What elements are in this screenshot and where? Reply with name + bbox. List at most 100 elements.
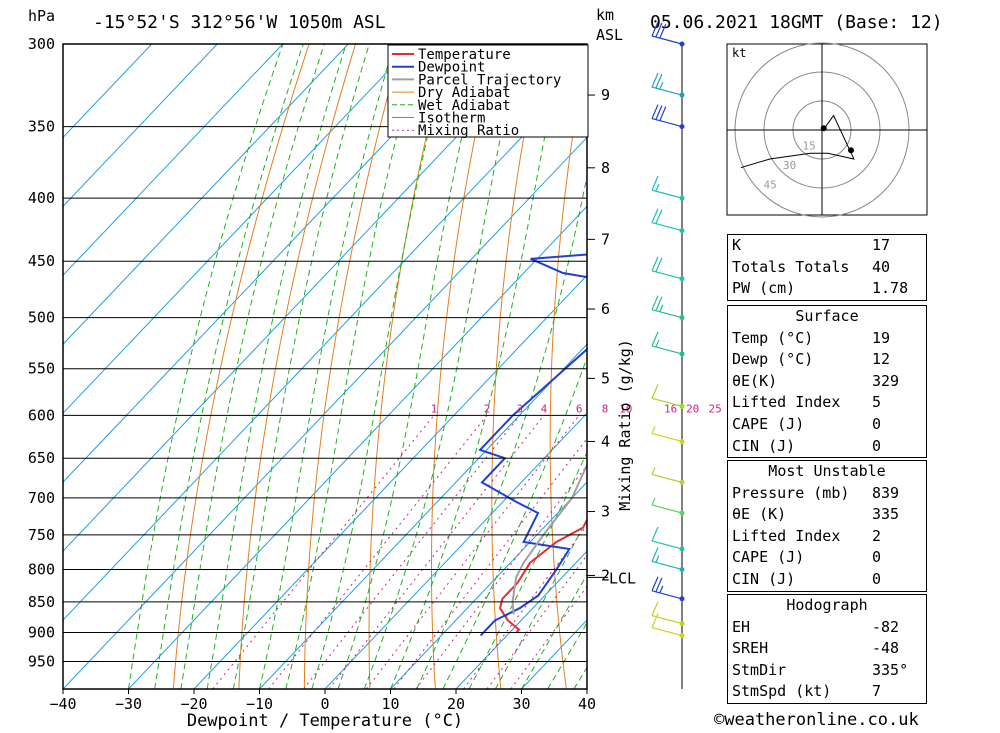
most-unstable-title: Most Unstable: [768, 462, 886, 480]
table-row-value: -82: [872, 617, 900, 636]
barb-staff: [651, 397, 683, 407]
table-row-value: 0: [872, 569, 882, 588]
pressure-tick-label: 700: [28, 489, 55, 507]
barb-dot: [679, 479, 685, 485]
barb-staff: [651, 309, 683, 319]
legend-item: Mixing Ratio: [418, 123, 519, 139]
barb-feather: [651, 601, 659, 616]
hodograph: kt 15 30 45: [726, 42, 928, 218]
barb-staff: [651, 86, 683, 96]
barb-feather: [651, 21, 659, 37]
table-row-label: CAPE (J): [732, 414, 805, 433]
mixing-ratio-value-label: 1: [431, 402, 438, 415]
barb-staff: [651, 560, 683, 571]
table-row-value: 40: [872, 257, 891, 276]
wet-adiabat-line: [494, 518, 587, 689]
wind-barb: [651, 72, 685, 98]
isotherm-line: [455, 550, 587, 689]
table-row: Totals Totals 40: [728, 257, 926, 279]
isotherm-line: [324, 412, 587, 689]
barb-feather: [659, 81, 664, 90]
table-row-label: θE (K): [732, 505, 787, 524]
barb-feather: [651, 467, 656, 475]
barb-feather: [651, 426, 656, 434]
dry-adiabat-line: [661, 44, 697, 689]
barb-dot: [679, 276, 685, 282]
table-row: StmDir 335°: [728, 660, 926, 682]
isotherm-line: [259, 343, 587, 689]
wind-barb: [651, 175, 685, 201]
barb-dot: [679, 92, 685, 98]
mixing-ratio-value-label: 2: [484, 402, 491, 415]
table-row-value: 1.78: [872, 279, 909, 298]
mixing-ratio-line: [486, 554, 587, 689]
barb-feather: [655, 22, 663, 38]
wet-adiabat-line: [285, 44, 422, 689]
table-row-label: Totals Totals: [732, 257, 850, 276]
series-dewpoint: [478, 253, 587, 637]
x-axis-label: Dewpoint / Temperature (°C): [187, 711, 463, 731]
x-tick-label: −20: [180, 695, 207, 713]
barb-staff: [651, 473, 683, 483]
barb-feather: [651, 384, 659, 399]
isotherm-line: [63, 44, 480, 483]
wind-barb: [651, 295, 685, 321]
table-row: K 17: [728, 235, 926, 257]
mixing-ratio-value-label: 10: [619, 402, 632, 415]
wet-adiabat-line: [337, 44, 484, 689]
surface-title: Surface: [795, 307, 859, 325]
table-row: Lifted Index 5: [728, 392, 926, 414]
legend-item: Parcel Trajectory: [418, 72, 561, 88]
table-row-label: θE(K): [732, 371, 778, 390]
barb-staff: [651, 118, 683, 128]
wet-adiabat-line: [206, 44, 347, 689]
pressure-tick-label: 750: [28, 526, 55, 544]
mixing-ratio-value-label: 3: [517, 402, 524, 415]
wind-barb: [651, 613, 685, 639]
hodograph-ring-label: 45: [764, 178, 777, 191]
barb-feather: [655, 257, 663, 273]
wind-barb: [651, 208, 685, 234]
barb-feather: [651, 526, 659, 542]
isotherm-line: [63, 136, 587, 689]
mixing-ratio-value-label: 25: [709, 402, 722, 415]
table-row: StmSpd (kt) 7: [728, 681, 926, 703]
barb-feather: [655, 209, 663, 224]
wet-adiabat-line: [259, 44, 395, 689]
table-row-value: 5: [872, 393, 882, 412]
barb-staff: [651, 345, 683, 355]
isotherm-line: [63, 44, 284, 277]
pressure-tick-label: 400: [28, 189, 55, 207]
legend-item: Dewpoint: [418, 60, 485, 76]
isotherm-line: [128, 205, 587, 689]
barb-staff: [651, 432, 683, 443]
barb-feather: [651, 576, 659, 592]
wind-barbs: [651, 21, 685, 689]
table-row-label: K: [732, 236, 742, 254]
barb-dot: [679, 351, 685, 357]
barb-dot: [679, 596, 685, 602]
table-row: Temp (°C) 19: [728, 328, 926, 350]
wet-adiabat-line: [180, 44, 325, 689]
km-tick-label: 6: [601, 300, 610, 318]
barb-staff: [651, 626, 683, 637]
x-tick-label: 40: [578, 695, 596, 713]
series-temperature: [498, 517, 587, 634]
barb-feather: [651, 256, 659, 272]
pressure-tick-label: 650: [28, 449, 55, 467]
table-row-label: Lifted Index: [732, 393, 841, 412]
barb-dot: [679, 403, 685, 409]
barb-staff: [651, 504, 683, 514]
barb-feather: [651, 72, 659, 88]
barb-staff: [651, 189, 683, 199]
wind-barb: [651, 467, 685, 485]
pressure-tick-label: 850: [28, 593, 55, 611]
barb-dot: [679, 315, 685, 321]
datetime: 05.06.2021 18GMT (Base: 12): [650, 12, 943, 33]
barb-staff: [651, 590, 683, 600]
table-row: PW (cm) 1.78: [728, 278, 926, 300]
barb-dot: [679, 195, 685, 201]
table-row: Lifted Index 2: [728, 526, 926, 548]
hodograph-unit: kt: [732, 46, 746, 60]
